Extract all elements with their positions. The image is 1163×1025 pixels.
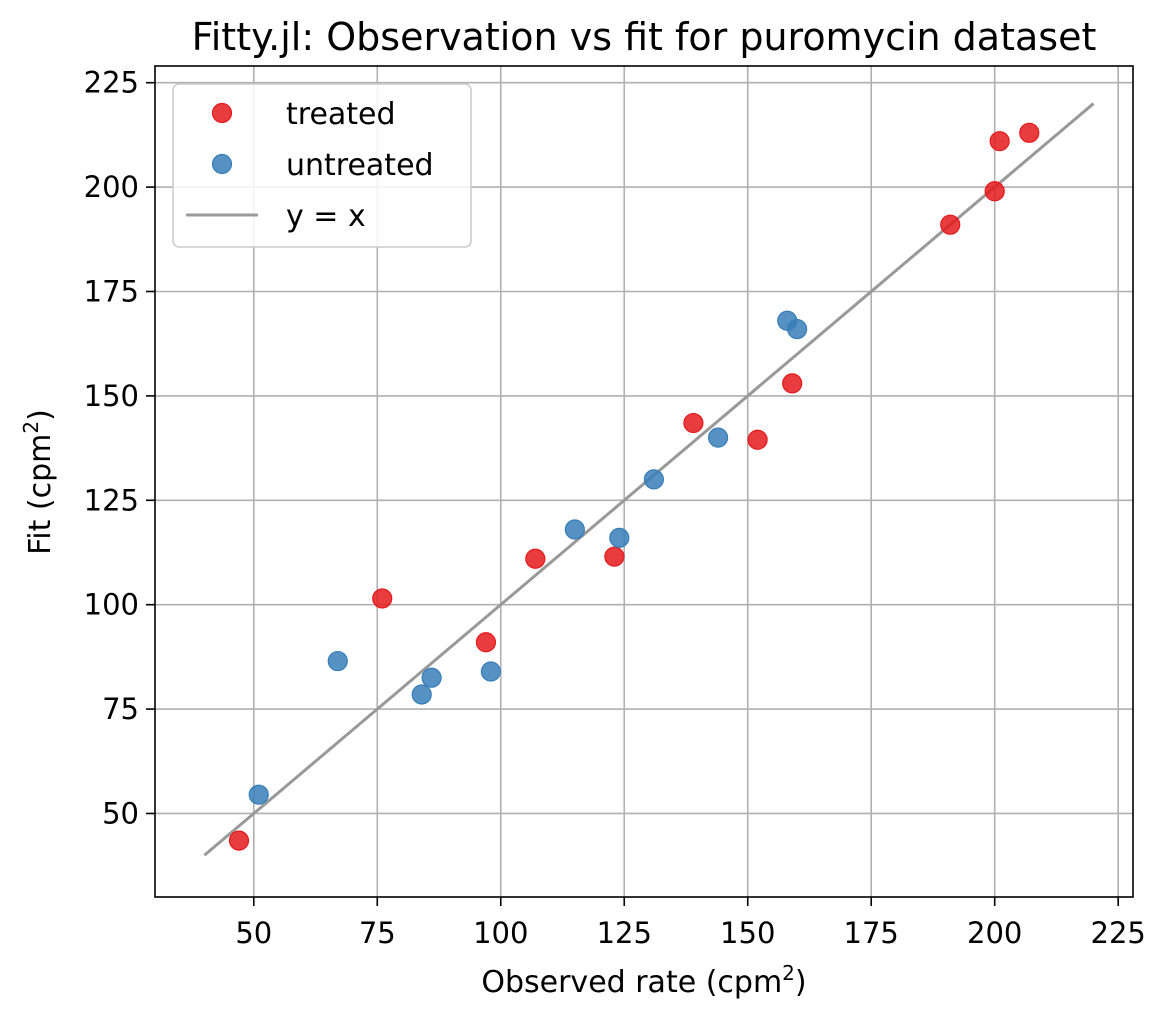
plot-frame <box>154 65 1134 898</box>
y-tick-label: 50 <box>102 796 139 830</box>
data-point-untreated <box>248 784 269 805</box>
x-axis-label-text: Observed rate (cpm <box>481 965 782 1000</box>
data-point-untreated <box>787 318 808 340</box>
data-point-untreated <box>411 684 432 705</box>
x-tick-label: 200 <box>967 916 1022 950</box>
legend-swatch-untreated <box>211 153 233 175</box>
data-point-treated <box>940 214 961 235</box>
legend-box <box>172 83 472 248</box>
legend-swatch-treated <box>211 102 233 124</box>
x-tick-label: 50 <box>235 916 272 950</box>
y-axis-label-close: ) <box>23 409 58 421</box>
data-point-treated <box>475 632 497 653</box>
x-tick-label: 75 <box>359 916 396 950</box>
x-axis-label-close: ) <box>795 965 807 1000</box>
legend-label: untreated <box>286 148 434 183</box>
data-point-treated <box>1019 122 1040 143</box>
x-tick-label: 150 <box>720 916 775 950</box>
legend-label: y = x <box>286 199 366 234</box>
data-point-treated <box>683 412 704 434</box>
y-tick-label: 150 <box>84 379 139 413</box>
data-point-treated <box>782 373 803 394</box>
x-tick-label: 100 <box>473 916 528 950</box>
grid-lines <box>155 66 1133 897</box>
y-tick-label: 225 <box>84 66 139 100</box>
y-tick-label: 125 <box>84 483 139 517</box>
y-tick-label: 200 <box>84 170 139 204</box>
x-axis-label-superscript: 2 <box>782 961 795 985</box>
y-tick-label: 75 <box>102 692 139 726</box>
data-point-treated <box>989 131 1010 152</box>
data-point-untreated <box>480 661 501 682</box>
data-point-untreated <box>643 469 664 490</box>
legend: treated untreated y = x <box>172 83 472 248</box>
axis-ticks: 50 75 100 125 150 175 200 225 50 75 100 125 150 175 20… <box>84 66 1146 950</box>
y-tick-label: 100 <box>84 588 139 622</box>
data-point-untreated <box>421 667 442 688</box>
y-axis-label: Fit (cpm2) <box>19 409 58 555</box>
data-point-untreated <box>327 650 348 672</box>
y-tick-label: 175 <box>84 274 139 308</box>
y-axis-label-text: Fit (cpm <box>23 434 58 555</box>
chart-title: Fitty.jl: Observation vs fit for puromyc… <box>192 15 1097 59</box>
data-points-layer <box>228 122 1040 851</box>
data-point-treated <box>984 181 1005 202</box>
y-axis-label-superscript: 2 <box>19 421 43 434</box>
x-tick-label: 225 <box>1091 916 1146 950</box>
data-point-treated <box>604 546 625 567</box>
x-axis-label: Observed rate (cpm2) <box>481 961 806 1000</box>
data-point-untreated <box>609 527 630 548</box>
data-point-treated <box>747 429 768 450</box>
legend-label: treated <box>286 97 396 132</box>
data-point-untreated <box>707 427 729 448</box>
data-point-treated <box>228 830 250 851</box>
x-tick-label: 175 <box>844 916 899 950</box>
data-point-treated <box>525 548 546 569</box>
x-tick-label: 125 <box>597 916 652 950</box>
data-point-untreated <box>564 519 585 540</box>
data-point-treated <box>372 588 393 609</box>
